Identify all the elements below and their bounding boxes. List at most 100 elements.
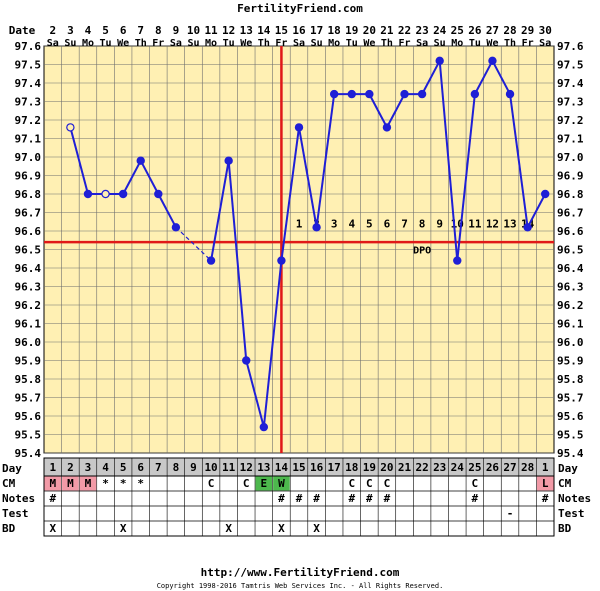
temp-line xyxy=(315,93,336,228)
weekday-label: Th xyxy=(135,38,147,49)
test-cell: - xyxy=(507,507,514,520)
date-header-label: Date xyxy=(9,24,36,37)
y-tick-label-right: 96.2 xyxy=(557,299,584,312)
dpo-label: 3 xyxy=(331,218,338,231)
dpo-text: DPO xyxy=(413,246,431,257)
date-label: 30 xyxy=(539,24,552,37)
temp-line xyxy=(526,193,547,228)
temp-line xyxy=(262,260,283,428)
cycle-day-cell: 19 xyxy=(363,461,376,474)
weekday-label: Fr xyxy=(152,38,164,49)
temp-point xyxy=(294,123,304,132)
y-tick-label-left: 96.0 xyxy=(15,336,42,349)
weekday-label: We xyxy=(240,38,252,49)
weekday-label: Sa xyxy=(170,38,182,49)
cycle-day-cell: 7 xyxy=(155,461,162,474)
cycle-day-cell: 21 xyxy=(398,461,412,474)
temp-line xyxy=(368,93,388,128)
date-label: 6 xyxy=(120,24,127,37)
y-tick-label-left: 95.7 xyxy=(15,392,42,405)
row-label-day-right: Day xyxy=(558,462,578,475)
dpo-label: 8 xyxy=(419,218,426,231)
date-label: 24 xyxy=(433,24,447,37)
cycle-day-cell: 2 xyxy=(67,461,74,474)
weekday-label: Fr xyxy=(522,38,534,49)
temp-line xyxy=(245,360,265,428)
weekday-label: We xyxy=(486,38,498,49)
footer-url[interactable]: http://www.FertilityFriend.com xyxy=(200,566,400,579)
y-tick-label-right: 97.3 xyxy=(557,96,584,109)
bd-cell: X xyxy=(278,522,285,535)
cycle-day-cell: 10 xyxy=(204,461,217,474)
temp-point xyxy=(505,89,515,99)
date-label: 26 xyxy=(468,24,482,37)
temp-line xyxy=(298,127,318,228)
row-label-day: Day xyxy=(2,462,22,475)
dpo-label: 11 xyxy=(468,218,482,231)
temp-point xyxy=(206,256,216,265)
temp-point xyxy=(154,189,163,199)
y-tick-label-left: 97.4 xyxy=(15,77,42,90)
temp-point xyxy=(171,223,181,232)
weekday-label: Su xyxy=(434,38,446,49)
y-tick-label-left: 96.6 xyxy=(15,225,42,238)
site-title: FertilityFriend.com xyxy=(237,2,363,15)
cycle-day-cell: 14 xyxy=(275,461,289,474)
temp-line xyxy=(386,93,406,128)
weekday-label: Su xyxy=(311,38,323,49)
weekday-label: Sa xyxy=(47,38,59,49)
y-tick-label-left: 96.8 xyxy=(15,188,42,201)
y-tick-label-right: 97.5 xyxy=(557,59,584,72)
y-tick-label-right: 96.5 xyxy=(557,244,584,257)
cm-cell: C xyxy=(243,477,250,490)
y-tick-label-left: 97.2 xyxy=(15,114,42,127)
date-label: 22 xyxy=(398,24,411,37)
temp-line xyxy=(491,60,511,95)
y-tick-label-left: 95.8 xyxy=(15,373,42,386)
y-tick-label-left: 95.4 xyxy=(15,447,42,460)
y-tick-label-left: 97.3 xyxy=(15,96,42,109)
dpo-label: 9 xyxy=(436,218,443,231)
weekday-label: Sa xyxy=(293,38,305,49)
temp-line xyxy=(438,60,459,261)
notes-cell: # xyxy=(366,492,373,505)
weekday-label: Fr xyxy=(275,38,287,49)
temp-point xyxy=(118,189,128,199)
temp-point xyxy=(417,89,427,99)
dpo-label: 13 xyxy=(503,218,516,231)
date-label: 12 xyxy=(222,24,235,37)
date-label: 8 xyxy=(155,24,162,37)
temp-point xyxy=(470,89,480,99)
temp-line xyxy=(122,160,142,195)
notes-cell: # xyxy=(296,492,303,505)
weekday-label: Tu xyxy=(346,38,358,49)
date-label: 17 xyxy=(310,24,323,37)
y-tick-label-left: 97.1 xyxy=(15,133,42,146)
notes-cell: # xyxy=(542,492,549,505)
temp-line xyxy=(456,93,476,261)
date-label: 10 xyxy=(187,24,200,37)
dpo-label: 6 xyxy=(384,218,391,231)
copyright-text: Copyright 1998-2016 Tamtris Web Services… xyxy=(156,582,444,590)
temp-point xyxy=(400,89,409,99)
cm-cell-fill xyxy=(62,476,79,491)
y-tick-label-right: 95.8 xyxy=(557,373,584,386)
date-label: 14 xyxy=(257,24,271,37)
y-tick-label-right: 97.6 xyxy=(557,40,584,53)
y-tick-label-left: 95.5 xyxy=(15,429,42,442)
cycle-day-cell: 23 xyxy=(433,461,446,474)
cm-cell: * xyxy=(137,477,144,490)
cycle-day-cell: 11 xyxy=(222,461,236,474)
temp-line xyxy=(139,160,160,195)
notes-cell: # xyxy=(278,492,285,505)
cm-cell-fill xyxy=(273,476,290,491)
cm-cell: M xyxy=(85,477,92,490)
cm-cell-fill xyxy=(79,476,97,491)
y-tick-label-right: 95.6 xyxy=(557,410,584,423)
temp-point xyxy=(224,156,233,165)
cm-cell: E xyxy=(261,477,268,490)
cm-cell: * xyxy=(120,477,127,490)
cm-cell: C xyxy=(208,477,215,490)
y-tick-label-right: 96.0 xyxy=(557,336,584,349)
cycle-day-cell: 22 xyxy=(415,461,428,474)
